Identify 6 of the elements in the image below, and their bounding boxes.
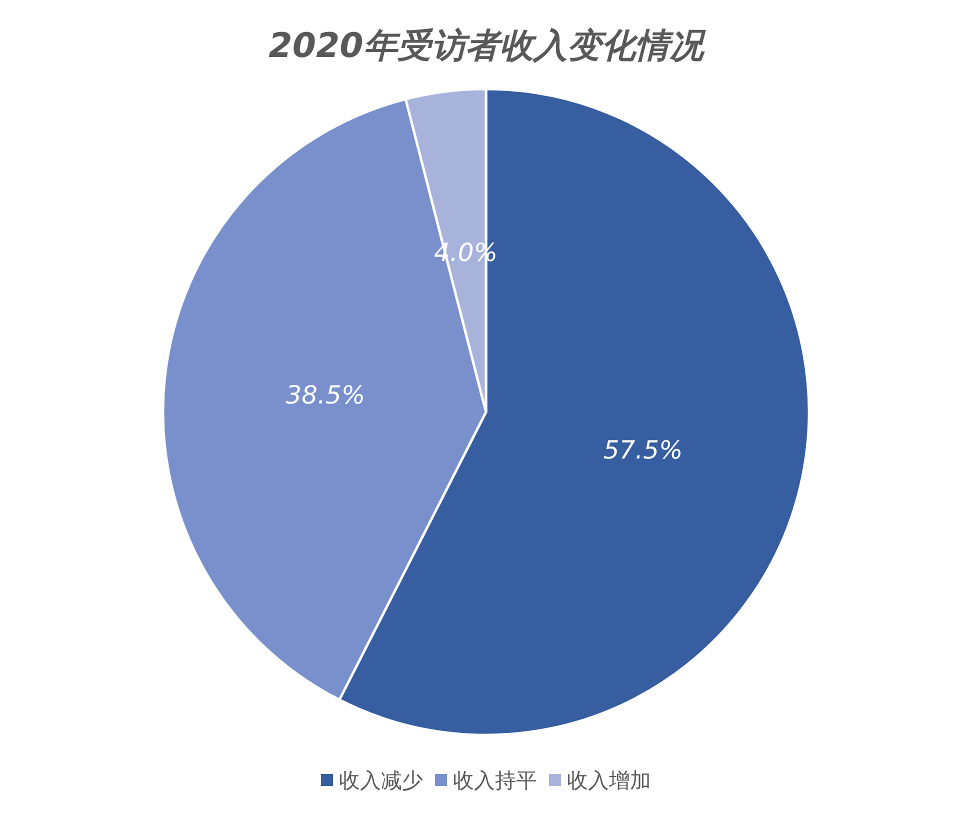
legend-label: 收入减少 [339, 768, 423, 793]
legend-label: 收入增加 [567, 768, 651, 793]
data-label: 38.5% [286, 380, 366, 410]
legend-label: 收入持平 [453, 768, 537, 793]
data-label: 57.5% [603, 436, 683, 465]
chart-title: 2020年受访者收入变化情况 [268, 26, 706, 66]
